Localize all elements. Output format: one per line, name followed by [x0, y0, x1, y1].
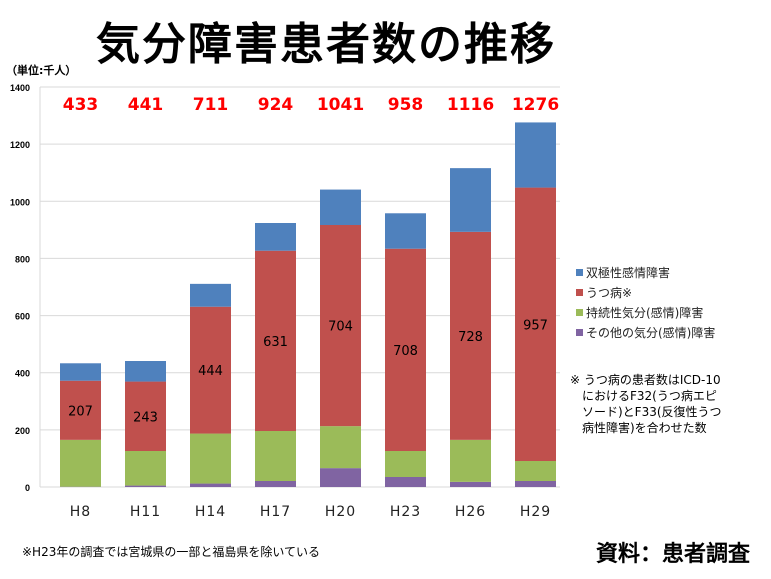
bar-segment-persistent — [125, 451, 166, 486]
legend-swatch-depression — [576, 288, 583, 296]
legend-item-bipolar: 双極性感情障害 — [576, 262, 715, 282]
total-label: 958 — [388, 95, 424, 115]
legend-label: 持続性気分(感情)障害 — [586, 305, 704, 320]
x-tick-label: H23 — [390, 504, 421, 520]
bar-segment-bipolar — [385, 213, 426, 249]
bar-segment-other — [190, 483, 231, 487]
data-label: 708 — [393, 344, 418, 359]
bar-segment-bipolar — [515, 122, 556, 188]
data-label: 243 — [133, 410, 158, 425]
total-label: 1041 — [317, 95, 364, 115]
y-tick-label: 0 — [25, 483, 30, 493]
data-label: 207 — [68, 404, 93, 419]
total-label: 711 — [193, 95, 229, 115]
legend-swatch-persistent — [576, 308, 583, 316]
legend-item-persistent: 持続性気分(感情)障害 — [576, 302, 715, 322]
legend-item-other: その他の気分(感情)障害 — [576, 322, 715, 342]
y-tick-label: 1200 — [10, 140, 30, 150]
bar-segment-other — [450, 481, 491, 487]
total-label: 441 — [128, 95, 164, 115]
y-tick-label: 1000 — [10, 197, 30, 207]
bar-segment-other — [125, 485, 166, 487]
bar-segment-depression — [190, 306, 231, 434]
legend-swatch-bipolar — [576, 268, 583, 276]
bar-segment-bipolar — [450, 168, 491, 232]
bar-segment-depression — [515, 187, 556, 462]
bar-segment-other — [320, 468, 361, 487]
bar-segment-depression — [385, 248, 426, 451]
source-label: 資料：患者調査 — [596, 542, 751, 567]
x-tick-label: H29 — [520, 504, 551, 520]
bar-segment-other — [385, 477, 426, 487]
legend-label: その他の気分(感情)障害 — [586, 325, 716, 340]
note-line: ソード)とF33(反復性うつ — [582, 405, 722, 419]
data-label: 444 — [198, 364, 223, 379]
y-tick-label: 600 — [15, 312, 30, 322]
y-tick-label: 400 — [15, 369, 30, 379]
y-tick-label: 1400 — [10, 83, 30, 93]
legend-swatch-other — [576, 328, 583, 336]
x-tick-label: H14 — [195, 504, 226, 520]
data-label: 704 — [328, 320, 353, 335]
bar-segment-persistent — [515, 461, 556, 481]
bar-segment-other — [515, 481, 556, 487]
x-tick-label: H26 — [455, 504, 486, 520]
data-label: 957 — [523, 318, 548, 333]
bar-segment-other — [255, 481, 296, 487]
bar-segment-depression — [255, 250, 296, 431]
bar-segment-persistent — [190, 433, 231, 484]
note-line: 病性障害)を合わせた数 — [582, 421, 707, 435]
chart-title: 気分障害患者数の推移 — [96, 19, 556, 70]
bar-segment-bipolar — [60, 363, 101, 381]
note-line: におけるF32(うつ病エピ — [582, 389, 717, 403]
total-label: 433 — [63, 95, 99, 115]
note-line: ※ うつ病の患者数はICD-10 — [570, 373, 721, 387]
bar-segment-persistent — [60, 439, 101, 487]
bar-segment-bipolar — [190, 283, 231, 307]
bar-segment-persistent — [320, 426, 361, 469]
bar-segment-persistent — [255, 431, 296, 481]
bar-segment-persistent — [385, 451, 426, 477]
x-tick-label: H17 — [260, 504, 291, 520]
footnote: ※H23年の調査では宮城県の一部と福島県を除いている — [22, 545, 320, 559]
bar-segment-depression — [320, 225, 361, 427]
bar-segment-bipolar — [320, 189, 361, 225]
legend-label: うつ病※ — [586, 285, 633, 300]
bar-segment-persistent — [450, 439, 491, 482]
bar-segment-bipolar — [125, 361, 166, 382]
bar-segment-depression — [450, 231, 491, 440]
x-tick-label: H8 — [70, 504, 91, 520]
total-label: 1116 — [447, 95, 494, 115]
data-label: 728 — [458, 330, 483, 345]
data-label: 631 — [263, 335, 288, 350]
x-tick-label: H20 — [325, 504, 356, 520]
x-tick-label: H11 — [130, 504, 161, 520]
legend-label: 双極性感情障害 — [586, 265, 671, 280]
legend-item-depression: うつ病※ — [576, 282, 715, 302]
total-label: 1276 — [512, 95, 559, 115]
bar-segment-depression — [60, 380, 101, 440]
total-label: 924 — [258, 95, 294, 115]
y-tick-label: 800 — [15, 254, 30, 264]
bar-segment-depression — [125, 381, 166, 451]
y-tick-label: 200 — [15, 426, 30, 436]
depression-note: ※ うつ病の患者数はICD-10 におけるF32(うつ病エピ ソード)とF33(… — [570, 372, 766, 436]
bar-segment-bipolar — [255, 223, 296, 251]
unit-label: （単位:千人） — [6, 64, 77, 77]
legend: 双極性感情障害 うつ病※ 持続性気分(感情)障害 その他の気分(感情)障害 — [576, 262, 715, 342]
